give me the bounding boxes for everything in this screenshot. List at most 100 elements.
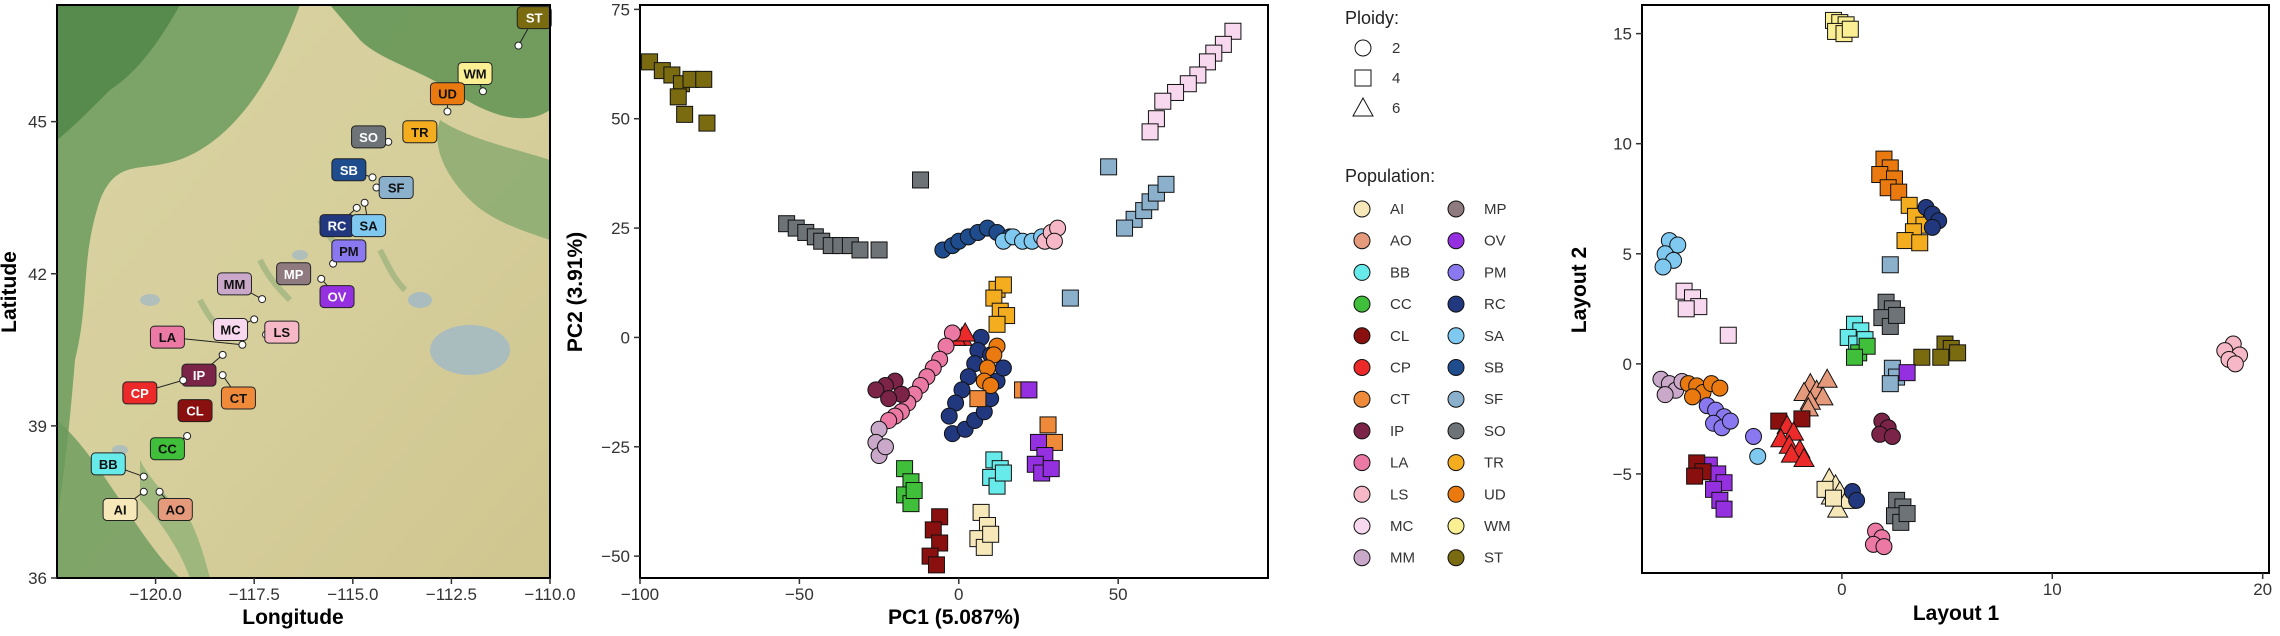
pca-point — [880, 390, 898, 408]
legend-ploidy-triangle-icon — [1352, 96, 1374, 117]
site-label: CP — [131, 386, 149, 401]
pca-point — [867, 381, 885, 399]
site-label: MC — [220, 323, 241, 338]
legend-pop-label: CP — [1390, 360, 1411, 377]
legend-pop-swatch — [1447, 263, 1465, 281]
site-label-box — [319, 285, 355, 309]
site-label-box — [331, 239, 367, 263]
layout-point — [1888, 306, 1906, 324]
site-point — [218, 350, 227, 359]
site-label: RC — [328, 219, 347, 234]
legend-ploidy-title: Ploidy: — [1345, 8, 1399, 28]
layout-point — [1793, 410, 1811, 428]
legend-pop-label: CT — [1390, 391, 1410, 408]
pca-point — [1116, 219, 1134, 237]
layout-point — [1793, 447, 1815, 468]
site-label: SF — [388, 181, 405, 196]
layout-point — [1715, 500, 1733, 518]
site-label: ST — [526, 11, 543, 26]
pca-point — [1179, 75, 1197, 93]
y-tick-label: 15 — [1613, 25, 1632, 44]
site-label-box — [122, 381, 158, 405]
y-tick-label: 25 — [611, 219, 630, 238]
pca-point — [994, 464, 1012, 482]
site-label-box — [90, 452, 126, 476]
y-tick-label: 42 — [28, 265, 47, 284]
y-tick-label: −5 — [1613, 465, 1632, 484]
pca-point — [695, 70, 713, 88]
site-label-box — [181, 363, 217, 387]
pca-point — [969, 390, 987, 408]
legend-pop-swatch — [1447, 549, 1465, 567]
map-terrain — [57, 5, 550, 578]
legend-pop-label: CL — [1390, 328, 1409, 345]
legend-pop-label: IP — [1390, 423, 1404, 440]
site-point — [352, 203, 361, 212]
layout-point — [1780, 443, 1803, 463]
site-label-box — [177, 399, 213, 423]
legend-pop-label: LA — [1390, 455, 1408, 472]
legend-pop-label: TR — [1484, 455, 1504, 472]
site-label-box — [276, 262, 312, 286]
x-tick-label: −115.0 — [327, 585, 378, 604]
layout-point — [1812, 385, 1834, 406]
legend-pop-swatch — [1447, 454, 1465, 472]
site-point — [155, 487, 164, 496]
legend-pop-swatch — [1353, 359, 1371, 376]
pca-point — [1042, 460, 1060, 478]
layout-point — [1683, 388, 1701, 406]
site-label: UD — [438, 87, 457, 102]
legend-pop-label: UD — [1484, 486, 1506, 503]
site-label-box — [402, 120, 438, 144]
x-tick-label: −50 — [785, 585, 814, 604]
legend-pop-swatch — [1353, 327, 1371, 345]
legend-pop-swatch — [1353, 549, 1371, 567]
y-tick-label: 39 — [28, 417, 47, 436]
legend-pop-swatch — [1353, 200, 1371, 218]
site-label-box — [457, 61, 493, 85]
legend-pop-label: MM — [1390, 550, 1415, 567]
legend-pop-label: PM — [1484, 264, 1507, 281]
layout-point — [1826, 498, 1849, 518]
site-label: CC — [158, 442, 177, 457]
legend-pop-label: OV — [1484, 233, 1506, 250]
pca-y-axis-label: PC2 (3.91%) — [564, 232, 587, 352]
map-ticks: −120.0 −117.5 −115.0 −112.5 −110.0 36 39 42 45 — [28, 113, 576, 604]
legend-pop-swatch — [1447, 200, 1465, 218]
layout-point — [1824, 489, 1842, 507]
layout-point — [1881, 375, 1899, 393]
site-label-box — [102, 498, 138, 522]
y-tick-label: 5 — [1623, 245, 1632, 264]
pca-point — [927, 556, 945, 574]
legend: Ploidy: 2 4 6 Population: AI AO BB CC CL CP CT IP… — [1345, 8, 1511, 567]
site-point — [179, 376, 188, 385]
layout-point — [1913, 348, 1931, 366]
site-label-box — [157, 498, 193, 522]
site-point — [139, 472, 148, 481]
layout-point — [1816, 368, 1839, 388]
site-label-box — [264, 320, 300, 344]
legend-population: AI AO BB CC CL CP CT IP LA LS MC MM MP OV PM RC SA SB SF SO… — [1353, 200, 1511, 567]
site-label: OV — [328, 290, 347, 305]
site-label: TR — [411, 125, 429, 140]
layout-point — [2226, 355, 2244, 373]
site-label-box — [216, 272, 252, 296]
layout-point — [1875, 538, 1893, 556]
layout-x-axis-label: Layout 1 — [1913, 602, 2000, 625]
layout-point — [1686, 467, 1704, 485]
site-label: SO — [359, 130, 378, 145]
legend-pop-label: CC — [1390, 296, 1412, 313]
legend-pop-swatch — [1353, 390, 1371, 408]
layout-point — [1890, 183, 1908, 201]
legend-pop-label: AO — [1390, 233, 1412, 250]
layout-point — [1896, 232, 1914, 250]
y-tick-label: −50 — [601, 547, 630, 566]
pca-point — [669, 88, 687, 106]
x-tick-label: 0 — [1837, 580, 1846, 599]
legend-pop-label: SF — [1484, 391, 1503, 408]
layout-point — [1949, 344, 1967, 362]
layout-point — [1749, 447, 1767, 465]
layout-point — [1669, 236, 1687, 254]
